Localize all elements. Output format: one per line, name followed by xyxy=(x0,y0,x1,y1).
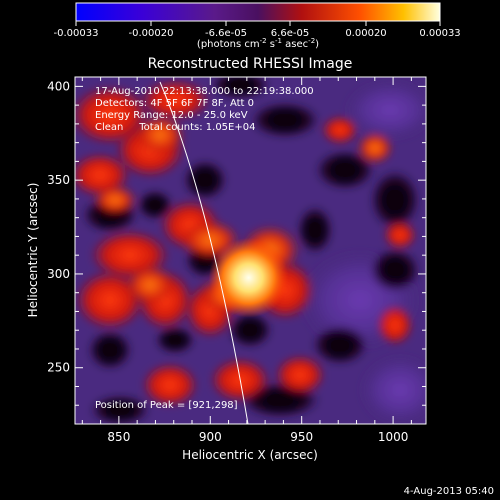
y-tick-label: 300 xyxy=(47,267,70,281)
rhessi-heatmap xyxy=(75,77,426,424)
y-tick-label: 350 xyxy=(47,173,70,187)
colorbar-tick-label: -0.00033 xyxy=(54,28,99,39)
x-axis-ticks: 850 900 950 1000 xyxy=(81,77,412,444)
y-tick-label: 400 xyxy=(47,79,70,93)
colorbar-tick-label: 0.00020 xyxy=(345,28,386,39)
plot-frame xyxy=(74,76,427,425)
solar-limb-curve xyxy=(159,81,249,424)
colorbar-unit-label: (photons cm-2 s-1 asec-2) xyxy=(197,37,319,50)
x-tick-label: 1000 xyxy=(378,430,409,444)
colorbar-gradient xyxy=(75,2,441,22)
colorbar-ticks: -0.00033 -0.00020 -6.6e-05 6.6e-05 0.00020 0.… xyxy=(54,21,461,39)
info-detectors: Detectors: 4F 5F 6F 7F 8F, Att 0 xyxy=(95,98,254,109)
info-clean-counts: Clean Total counts: 1.05E+04 xyxy=(95,122,255,133)
x-tick-label: 850 xyxy=(107,430,130,444)
x-axis-label: Heliocentric X (arcsec) xyxy=(182,448,318,462)
peak-core xyxy=(208,237,289,318)
y-tick-label: 250 xyxy=(47,361,70,375)
colorbar-tick-label: 6.6e-05 xyxy=(271,28,309,39)
colorbar-tick-label: -6.6e-05 xyxy=(205,28,247,39)
y-axis-label: Heliocentric Y (arcsec) xyxy=(26,183,40,318)
colorbar: -0.00033 -0.00020 -6.6e-05 6.6e-05 0.00020 0.… xyxy=(54,2,461,50)
info-time-range: 17-Aug-2010 22:13:38.000 to 22:19:38.000 xyxy=(95,86,314,97)
peak-position-label: Position of Peak = [921,298] xyxy=(95,400,238,411)
x-tick-label: 900 xyxy=(199,430,222,444)
x-tick-label: 950 xyxy=(290,430,313,444)
image-info-block: 17-Aug-2010 22:13:38.000 to 22:19:38.000… xyxy=(95,86,314,133)
y-axis-ticks: 250 300 350 400 xyxy=(47,79,426,406)
plot-title: Reconstructed RHESSI Image xyxy=(148,56,353,72)
colorbar-tick-label: -0.00020 xyxy=(129,28,174,39)
colorbar-tick-label: 0.00033 xyxy=(419,28,460,39)
footer-timestamp: 4-Aug-2013 05:40 xyxy=(404,486,494,497)
info-energy-range: Energy Range: 12.0 - 25.0 keV xyxy=(95,110,248,121)
